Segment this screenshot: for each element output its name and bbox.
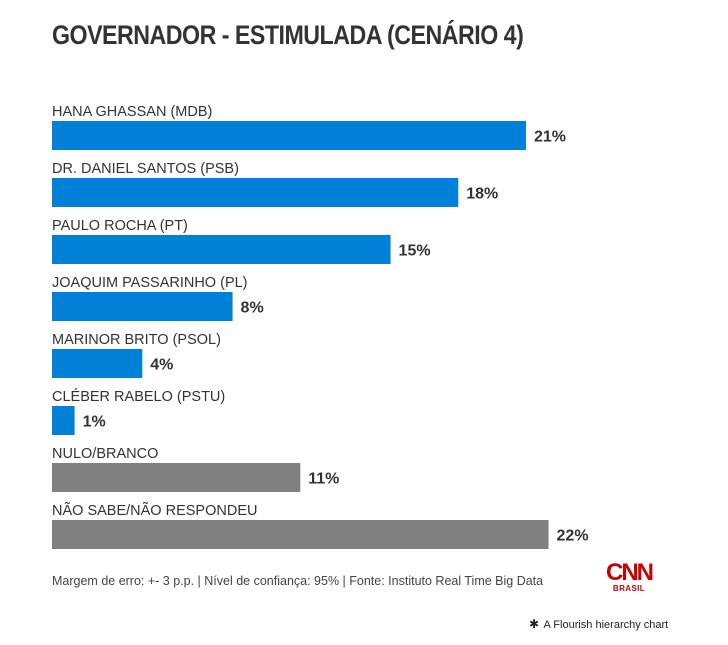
flourish-credit-link[interactable]: ✱ A Flourish hierarchy chart [529, 617, 668, 631]
bar[interactable] [52, 463, 301, 492]
category-label: PAULO ROCHA (PT) [52, 218, 188, 234]
value-label: 1% [83, 414, 106, 431]
bar-row: NÃO SABE/NÃO RESPONDEU 22% [52, 502, 589, 549]
category-label: HANA GHASSAN (MDB) [52, 104, 212, 120]
bar[interactable] [52, 292, 233, 321]
category-label: CLÉBER RABELO (PSTU) [52, 388, 225, 405]
logo-brasil-text: BRASIL [612, 584, 646, 593]
value-label: 22% [557, 528, 589, 545]
value-label: 4% [150, 357, 173, 374]
chart-title: GOVERNADOR - ESTIMULADA (CENÁRIO 4) [52, 20, 524, 50]
flourish-icon: ✱ [529, 617, 540, 631]
bar[interactable] [52, 178, 459, 207]
value-label: 18% [466, 186, 498, 203]
category-label: JOAQUIM PASSARINHO (PL) [52, 275, 248, 291]
bar-row: NULO/BRANCO 11% [52, 446, 339, 492]
flourish-credit-text: A Flourish hierarchy chart [543, 619, 669, 631]
bar[interactable] [52, 349, 143, 378]
value-label: 15% [399, 243, 431, 260]
footer-note: Margem de erro: +- 3 p.p. | Nível de con… [52, 574, 544, 588]
bar[interactable] [52, 520, 549, 549]
bar-row: PAULO ROCHA (PT) 15% [52, 218, 431, 264]
bar[interactable] [52, 121, 526, 150]
bar-row: MARINOR BRITO (PSOL) 4% [52, 332, 221, 378]
bar[interactable] [52, 406, 75, 435]
category-label: DR. DANIEL SANTOS (PSB) [52, 161, 239, 177]
logo-cnn-text: CNN [606, 559, 654, 586]
bar-row: CLÉBER RABELO (PSTU) 1% [52, 388, 225, 435]
value-label: 8% [241, 300, 264, 317]
category-label: NÃO SABE/NÃO RESPONDEU [52, 502, 257, 519]
cnn-brasil-logo: CNN BRASIL [604, 559, 654, 594]
bar[interactable] [52, 235, 391, 264]
bar-row: DR. DANIEL SANTOS (PSB) 18% [52, 161, 498, 207]
category-label: MARINOR BRITO (PSOL) [52, 332, 221, 348]
bar-row: HANA GHASSAN (MDB) 21% [52, 104, 566, 150]
value-label: 11% [308, 471, 339, 488]
category-label: NULO/BRANCO [52, 446, 158, 462]
value-label: 21% [534, 129, 566, 146]
bar-row: JOAQUIM PASSARINHO (PL) 8% [52, 275, 264, 321]
